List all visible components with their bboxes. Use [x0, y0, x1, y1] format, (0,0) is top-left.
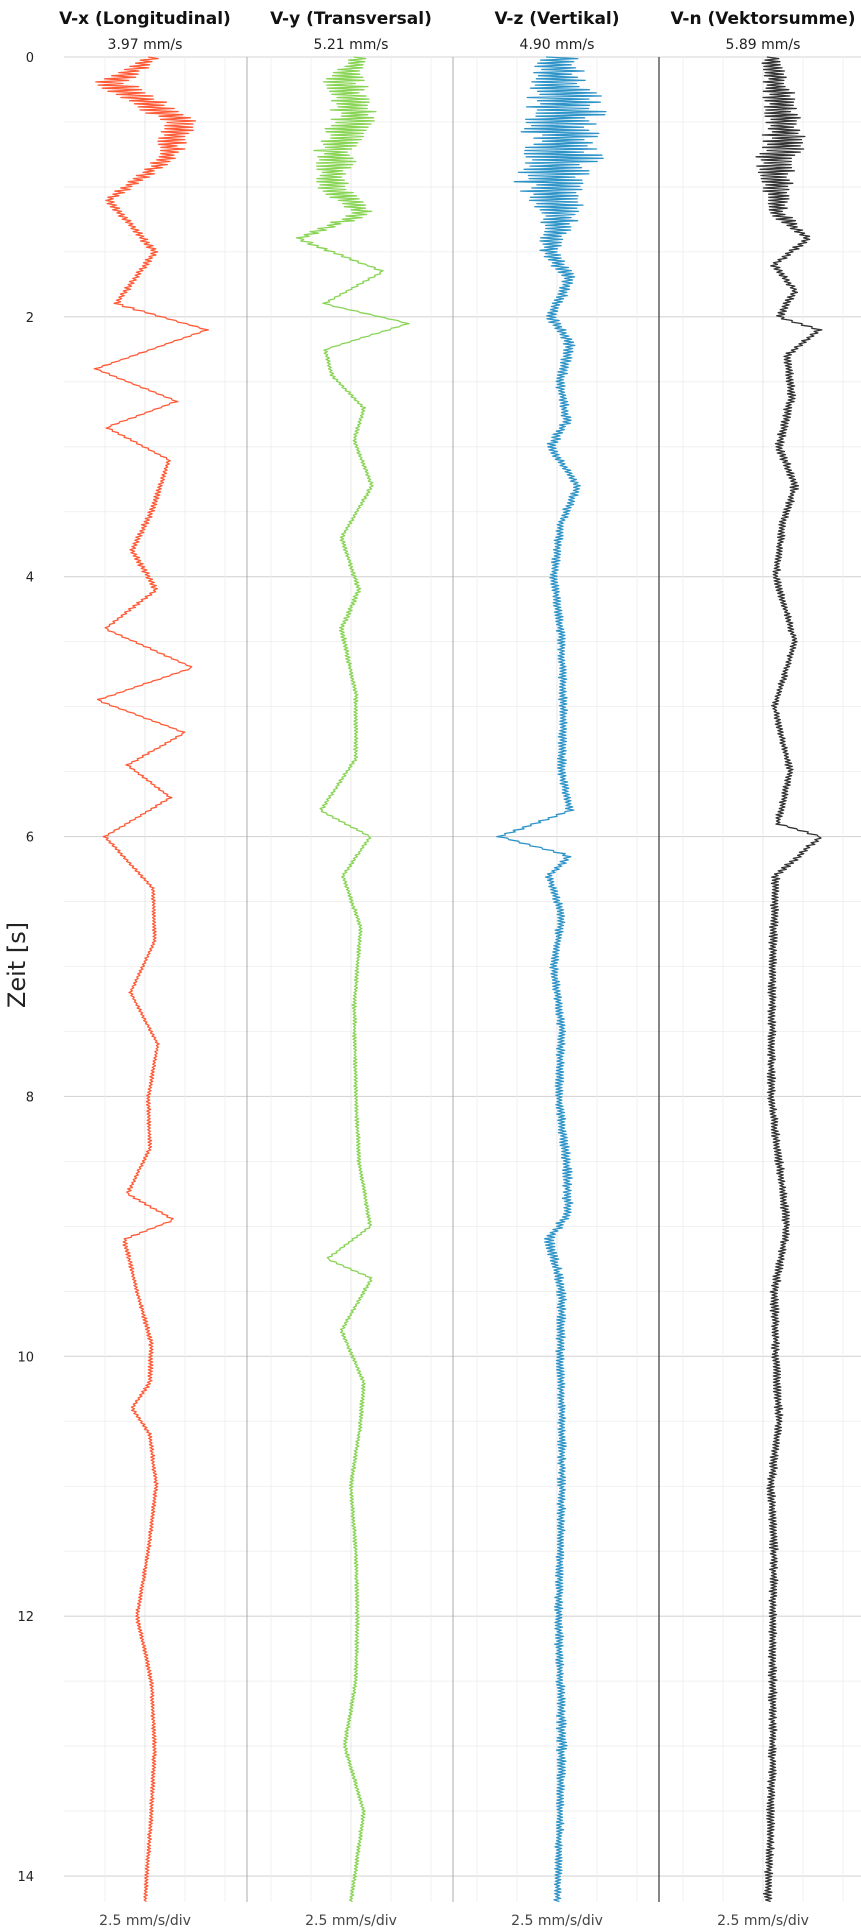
trace-line: [93, 56, 210, 1903]
panel-peak-value: 4.90 mm/s: [520, 37, 595, 53]
panel-title: V-n (Vektorsumme): [671, 9, 856, 29]
panel-scale-label: 2.5 mm/s/div: [305, 1913, 397, 1929]
grid-layer: [64, 56, 861, 1902]
trace-line: [755, 56, 823, 1903]
panel-peak-value: 3.97 mm/s: [108, 37, 183, 53]
panel-scale-label: 2.5 mm/s/div: [717, 1913, 809, 1929]
time-tick-label: 6: [26, 831, 34, 846]
label-layer: 0 2 4 6 8 10 12 14 V-x (Longitudinal) 3.97 mm/s 2.…: [17, 9, 855, 1929]
time-tick-label: 8: [26, 1090, 34, 1105]
panel-title: V-x (Longitudinal): [59, 9, 231, 29]
panel-scale-label: 2.5 mm/s/div: [511, 1913, 603, 1929]
trace-line: [496, 56, 607, 1903]
time-tick-label: 12: [17, 1610, 34, 1625]
panel-scale-label: 2.5 mm/s/div: [99, 1913, 191, 1929]
time-tick-label: 2: [26, 311, 34, 326]
y-axis-title: Zeit [s]: [3, 922, 31, 1008]
trace-line: [295, 56, 410, 1903]
time-tick-label: 4: [26, 571, 34, 586]
time-tick-label: 0: [26, 51, 34, 66]
panel-peak-value: 5.21 mm/s: [314, 37, 389, 53]
trace-layer: [93, 56, 823, 1903]
panel-title: V-y (Transversal): [270, 9, 432, 29]
panel-title: V-z (Vertikal): [494, 9, 619, 29]
panel-peak-value: 5.89 mm/s: [726, 37, 801, 53]
time-tick-label: 14: [17, 1870, 34, 1885]
time-tick-label: 10: [17, 1350, 34, 1365]
